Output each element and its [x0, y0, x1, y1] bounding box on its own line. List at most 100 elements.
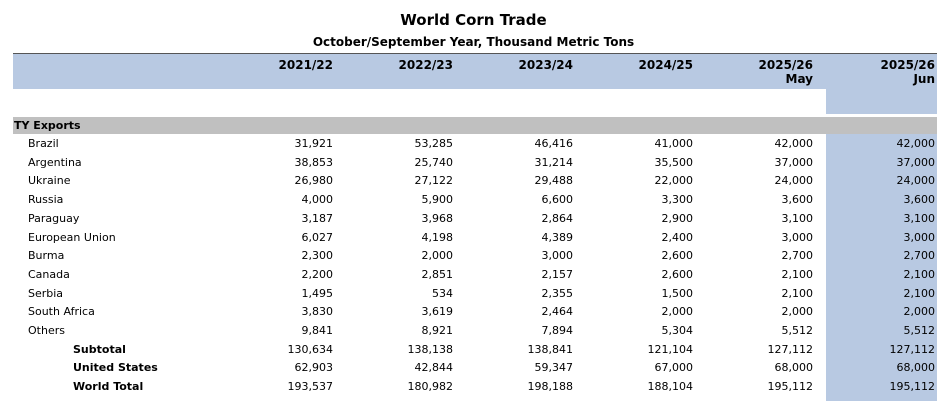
table-cell: 5,512: [903, 324, 936, 337]
table-cell: 3,830: [301, 305, 334, 318]
table-cell: 8,921: [421, 324, 454, 337]
column-header-month: May: [785, 72, 814, 86]
table-row: South Africa 3,830 3,619 2,464 2,000 2,000 2,0…: [13, 303, 937, 321]
current-month-column-highlight: [826, 89, 937, 114]
column-header-year: 2025/26: [758, 58, 813, 72]
table-cell: 25,740: [414, 156, 454, 169]
table-cell: 2,157: [541, 268, 574, 281]
table-cell: 6,600: [541, 193, 574, 206]
table-cell: 1,495: [301, 287, 334, 300]
table-cell: 127,112: [767, 343, 814, 356]
table-cell: 5,512: [781, 324, 814, 337]
row-label: Paraguay: [28, 212, 80, 225]
table-cell: 9,841: [301, 324, 334, 337]
table-cell: 4,198: [421, 231, 454, 244]
table-row: Brazil 31,921 53,285 46,416 41,000 42,000 42,0…: [13, 135, 937, 153]
row-label: United States: [73, 361, 158, 374]
column-header-year: 2024/25: [638, 58, 693, 72]
row-label: Serbia: [28, 287, 64, 300]
table-cell: 62,903: [294, 361, 334, 374]
table-cell: 26,980: [294, 174, 334, 187]
table-cell: 7,894: [541, 324, 574, 337]
table-cell: 3,968: [421, 212, 454, 225]
row-label: Subtotal: [73, 343, 126, 356]
table-cell: 3,000: [541, 249, 574, 262]
table-cell: 59,347: [534, 361, 574, 374]
table-cell: 22,000: [654, 174, 694, 187]
table-cell: 180,982: [407, 380, 454, 393]
table-cell: 3,187: [301, 212, 334, 225]
column-header: 2024/25: [603, 58, 693, 72]
table-cell: 27,122: [414, 174, 454, 187]
column-header-month: Jun: [913, 72, 935, 86]
table-cell: 3,600: [903, 193, 936, 206]
table-cell: 2,464: [541, 305, 574, 318]
table-cell: 2,100: [903, 287, 936, 300]
table-cell: 188,104: [647, 380, 694, 393]
table-cell: 3,100: [781, 212, 814, 225]
column-header: 2022/23: [363, 58, 453, 72]
current-month-column-highlight: [826, 134, 937, 401]
table-cell: 6,027: [301, 231, 334, 244]
table-cell: 193,537: [287, 380, 334, 393]
table-cell: 35,500: [654, 156, 694, 169]
table-cell: 195,112: [767, 380, 814, 393]
table-cell: 2,400: [661, 231, 694, 244]
column-header: 2025/26 Jun: [845, 58, 935, 86]
table-cell: 195,112: [889, 380, 936, 393]
table-cell: 2,000: [903, 305, 936, 318]
table-row: Russia 4,000 5,900 6,600 3,300 3,600 3,600: [13, 191, 937, 209]
table-cell: 2,355: [541, 287, 574, 300]
table-cell: 37,000: [896, 156, 936, 169]
column-header: 2021/22: [243, 58, 333, 72]
table-cell: 2,300: [301, 249, 334, 262]
row-label: Russia: [28, 193, 64, 206]
row-label: Canada: [28, 268, 70, 281]
table-cell: 29,488: [534, 174, 574, 187]
table-row: European Union 6,027 4,198 4,389 2,400 3,000 3…: [13, 229, 937, 247]
table-row: Burma 2,300 2,000 3,000 2,600 2,700 2,700: [13, 247, 937, 265]
table-cell: 37,000: [774, 156, 814, 169]
table-cell: 2,000: [661, 305, 694, 318]
table-row: Canada 2,200 2,851 2,157 2,600 2,100 2,100: [13, 266, 937, 284]
column-header: 2023/24: [483, 58, 573, 72]
table-cell: 2,864: [541, 212, 574, 225]
table-cell: 198,188: [527, 380, 574, 393]
table-cell: 3,619: [421, 305, 454, 318]
table-cell: 2,600: [661, 268, 694, 281]
table-row: United States 62,903 42,844 59,347 67,000 68,…: [13, 359, 937, 377]
table-cell: 68,000: [774, 361, 814, 374]
table-cell: 2,100: [903, 268, 936, 281]
table-cell: 138,841: [527, 343, 574, 356]
column-header-year: 2021/22: [278, 58, 333, 72]
column-header-year: 2025/26: [880, 58, 935, 72]
table-cell: 2,851: [421, 268, 454, 281]
column-header-bar: 2021/22 2022/23 2023/24 2024/25 2025/26 May 20…: [13, 54, 937, 89]
table-cell: 3,600: [781, 193, 814, 206]
table-cell: 534: [432, 287, 453, 300]
table-subtitle: October/September Year, Thousand Metric …: [312, 35, 635, 49]
table-cell: 5,304: [661, 324, 694, 337]
table-cell: 2,000: [421, 249, 454, 262]
table-cell: 3,000: [781, 231, 814, 244]
table-cell: 2,900: [661, 212, 694, 225]
table-cell: 2,700: [781, 249, 814, 262]
table-cell: 2,100: [781, 287, 814, 300]
table-cell: 24,000: [896, 174, 936, 187]
table-row: Serbia 1,495 534 2,355 1,500 2,100 2,100: [13, 285, 937, 303]
table-cell: 24,000: [774, 174, 814, 187]
section-row-ty-exports: TY Exports: [13, 117, 937, 134]
table-cell: 46,416: [534, 137, 574, 150]
row-label: Argentina: [28, 156, 82, 169]
table-cell: 121,104: [647, 343, 694, 356]
table-cell: 3,100: [903, 212, 936, 225]
table-cell: 2,200: [301, 268, 334, 281]
table-cell: 53,285: [414, 137, 454, 150]
table-cell: 3,300: [661, 193, 694, 206]
table-cell: 38,853: [294, 156, 334, 169]
table-row: Paraguay 3,187 3,968 2,864 2,900 3,100 3,100: [13, 210, 937, 228]
column-header: 2025/26 May: [723, 58, 813, 86]
table-row: Others 9,841 8,921 7,894 5,304 5,512 5,512: [13, 322, 937, 340]
table-cell: 127,112: [889, 343, 936, 356]
table-cell: 2,600: [661, 249, 694, 262]
